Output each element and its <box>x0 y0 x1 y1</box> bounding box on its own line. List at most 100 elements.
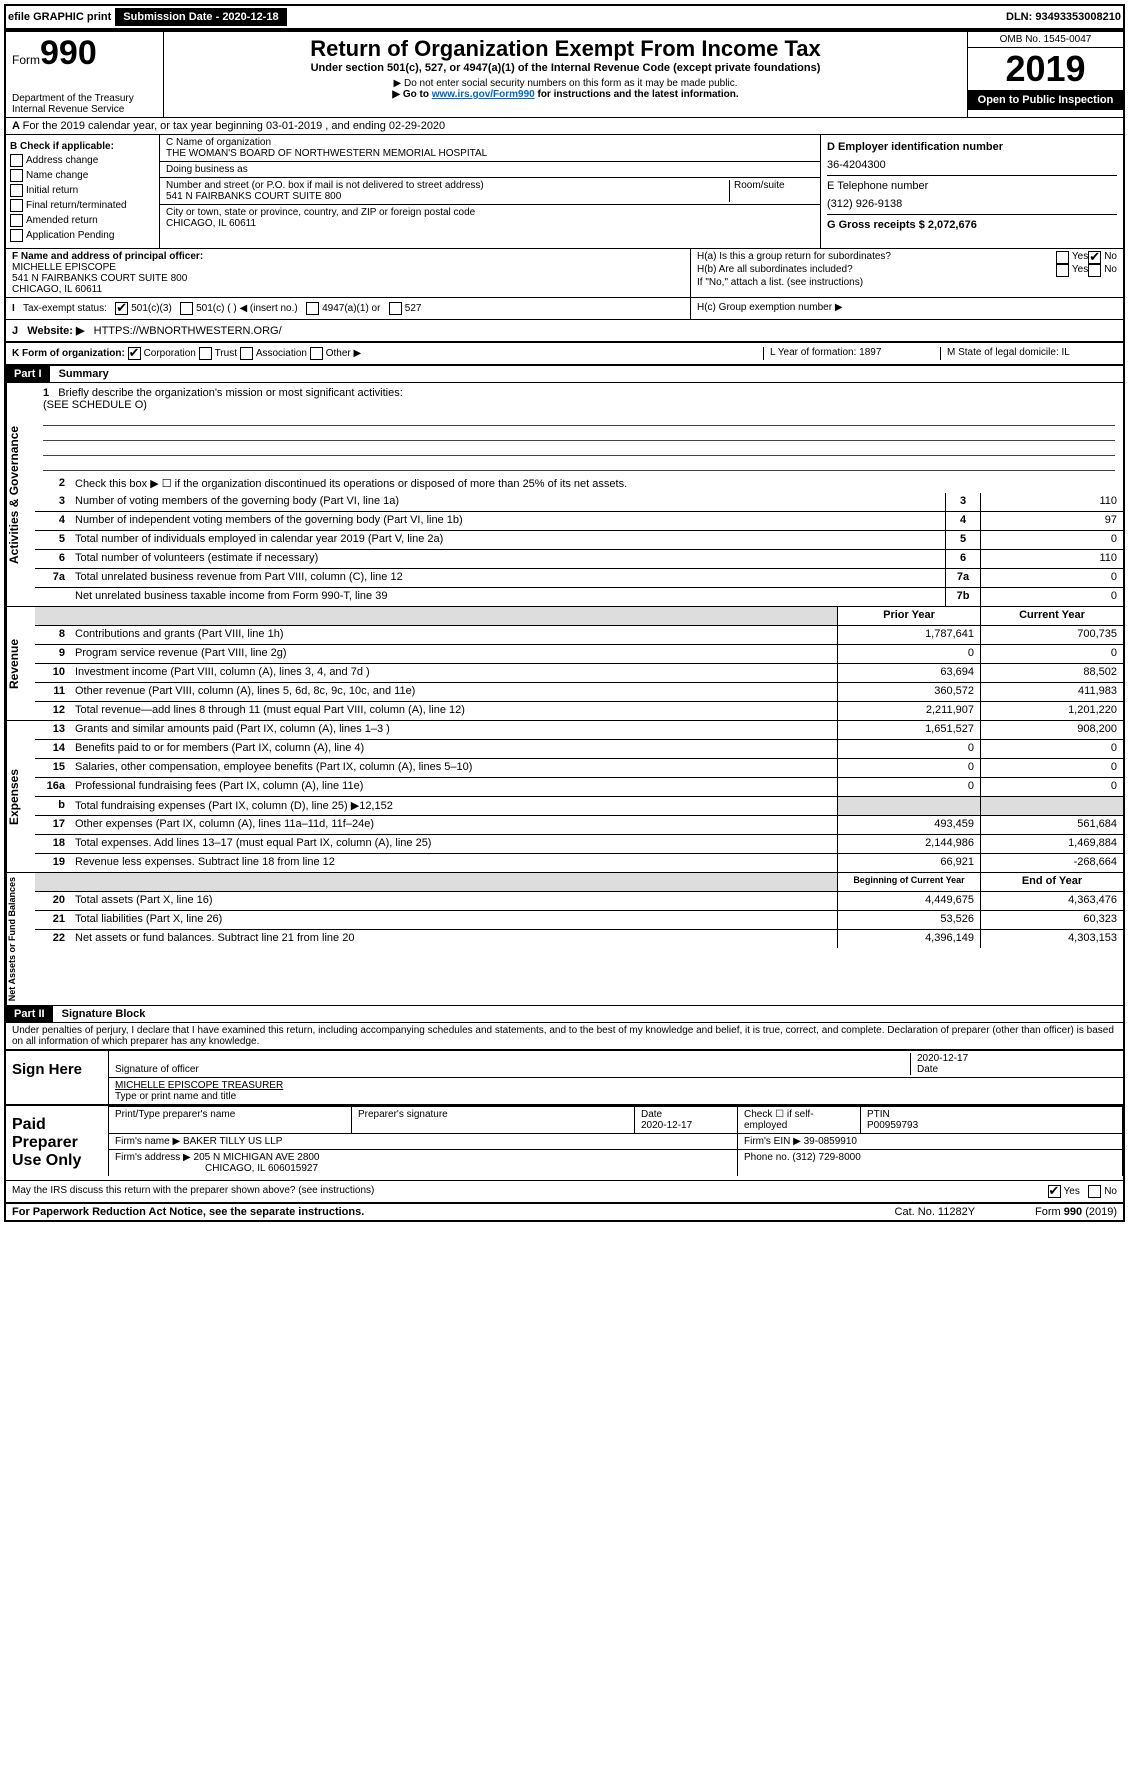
col-current: Current Year <box>980 607 1123 625</box>
form-container: Form990 Department of the Treasury Inter… <box>4 30 1125 1222</box>
sig-date: 2020-12-17 <box>917 1053 968 1064</box>
vlabel-gov: Activities & Governance <box>6 383 35 606</box>
line-21: Total liabilities (Part X, line 26) <box>71 911 837 929</box>
cb-other[interactable] <box>310 347 323 360</box>
cb-initial[interactable]: Initial return <box>10 184 155 197</box>
m-state: M State of legal domicile: IL <box>940 347 1117 360</box>
line-15: Salaries, other compensation, employee b… <box>71 759 837 777</box>
cb-address[interactable]: Address change <box>10 154 155 167</box>
sig-name: MICHELLE EPISCOPE TREASURER <box>115 1080 283 1091</box>
note-link: ▶ Go to www.irs.gov/Form990 for instruct… <box>168 89 963 100</box>
right-column: D Employer identification number 36-4204… <box>821 135 1123 248</box>
footer-cat: Cat. No. 11282Y <box>895 1206 976 1218</box>
cb-assoc[interactable] <box>240 347 253 360</box>
perjury-text: Under penalties of perjury, I declare th… <box>6 1023 1123 1049</box>
period-line: A For the 2019 calendar year, or tax yea… <box>6 118 1123 135</box>
footer: For Paperwork Reduction Act Notice, see … <box>6 1202 1123 1220</box>
cb-amended[interactable]: Amended return <box>10 214 155 227</box>
cb-corp[interactable] <box>128 347 141 360</box>
officer-h-row: F Name and address of principal officer:… <box>6 249 1123 298</box>
k-form-org: K Form of organization: Corporation Trus… <box>12 347 763 360</box>
part1-header: Part I Summary <box>6 365 1123 383</box>
dln: DLN: 93493353008210 <box>1006 11 1121 23</box>
line-2: Check this box ▶ ☐ if the organization d… <box>71 475 1123 493</box>
org-name-cell: C Name of organization THE WOMAN'S BOARD… <box>160 135 820 162</box>
line-8: Contributions and grants (Part VIII, lin… <box>71 626 837 644</box>
sign-here-label: Sign Here <box>6 1051 108 1104</box>
tel-cell: E Telephone number (312) 926-9138 <box>827 176 1117 215</box>
cb-501c[interactable] <box>180 302 193 315</box>
form-header: Form990 Department of the Treasury Inter… <box>6 32 1123 118</box>
summary-revenue: Revenue Prior YearCurrent Year 8Contribu… <box>6 606 1123 720</box>
col-end: End of Year <box>980 873 1123 891</box>
line-7a: Total unrelated business revenue from Pa… <box>71 569 945 587</box>
tax-year: 2019 <box>968 48 1123 90</box>
sig-officer-lbl: Signature of officer <box>115 1064 199 1075</box>
vlabel-rev: Revenue <box>6 607 35 720</box>
cb-501c3[interactable] <box>115 302 128 315</box>
line-19: Revenue less expenses. Subtract line 18 … <box>71 854 837 872</box>
cb-527[interactable] <box>389 302 402 315</box>
line-7b: Net unrelated business taxable income fr… <box>71 588 945 606</box>
footer-form: Form 990 (2019) <box>1035 1206 1117 1218</box>
vlabel-exp: Expenses <box>6 721 35 872</box>
submission-date: Submission Date - 2020-12-18 <box>115 8 286 26</box>
line-16a: Professional fundraising fees (Part IX, … <box>71 778 837 796</box>
line-22: Net assets or fund balances. Subtract li… <box>71 930 837 948</box>
section-abcdefg: B Check if applicable: Address change Na… <box>6 135 1123 249</box>
cb-4947[interactable] <box>306 302 319 315</box>
line-4: Number of independent voting members of … <box>71 512 945 530</box>
form-subtitle: Under section 501(c), 527, or 4947(a)(1)… <box>168 62 963 74</box>
line-13: Grants and similar amounts paid (Part IX… <box>71 721 837 739</box>
footer-left: For Paperwork Reduction Act Notice, see … <box>12 1206 364 1218</box>
paid-preparer-label: Paid Preparer Use Only <box>6 1106 108 1180</box>
irs-link[interactable]: www.irs.gov/Form990 <box>432 89 535 100</box>
omb-number: OMB No. 1545-0047 <box>968 32 1123 48</box>
line-14: Benefits paid to or for members (Part IX… <box>71 740 837 758</box>
cb-pending[interactable]: Application Pending <box>10 229 155 242</box>
part2-header: Part II Signature Block <box>6 1005 1123 1023</box>
sign-here-section: Sign Here Signature of officer 2020-12-1… <box>6 1049 1123 1104</box>
line-18: Total expenses. Add lines 13–17 (must eq… <box>71 835 837 853</box>
preparer-table: Print/Type preparer's name Preparer's si… <box>108 1106 1123 1176</box>
open-inspection: Open to Public Inspection <box>968 90 1123 110</box>
cb-trust[interactable] <box>199 347 212 360</box>
vlabel-net: Net Assets or Fund Balances <box>6 873 35 1005</box>
cb-final[interactable]: Final return/terminated <box>10 199 155 212</box>
cb-name[interactable]: Name change <box>10 169 155 182</box>
h-cell: H(a) Is this a group return for subordin… <box>691 249 1123 297</box>
website-row: J Website: ▶ HTTPS://WBNORTHWESTERN.ORG/ <box>6 320 1123 343</box>
dept-treasury: Department of the Treasury <box>12 93 157 104</box>
status-hc-row: I Tax-exempt status: 501(c)(3) 501(c) ( … <box>6 298 1123 320</box>
paid-preparer-section: Paid Preparer Use Only Print/Type prepar… <box>6 1104 1123 1180</box>
line-3: Number of voting members of the governin… <box>71 493 945 511</box>
top-bar: efile GRAPHIC print Submission Date - 20… <box>4 4 1125 30</box>
hc-cell: H(c) Group exemption number ▶ <box>691 298 1123 319</box>
line-17: Other expenses (Part IX, column (A), lin… <box>71 816 837 834</box>
col-begin: Beginning of Current Year <box>837 873 980 891</box>
efile-label[interactable]: efile GRAPHIC print <box>8 11 111 23</box>
line-10: Investment income (Part VIII, column (A)… <box>71 664 837 682</box>
line-16b: Total fundraising expenses (Part IX, col… <box>71 797 837 815</box>
officer-cell: F Name and address of principal officer:… <box>6 249 691 297</box>
dba-cell: Doing business as <box>160 162 820 178</box>
l-year: L Year of formation: 1897 <box>763 347 940 360</box>
form-number: Form990 <box>12 34 157 73</box>
line-6: Total number of volunteers (estimate if … <box>71 550 945 568</box>
cb-discuss-yes[interactable] <box>1048 1185 1061 1198</box>
tax-status: I Tax-exempt status: 501(c)(3) 501(c) ( … <box>6 298 691 319</box>
city-cell: City or town, state or province, country… <box>160 205 820 231</box>
note-ssn: ▶ Do not enter social security numbers o… <box>168 78 963 89</box>
name-column: C Name of organization THE WOMAN'S BOARD… <box>160 135 821 248</box>
check-header: B Check if applicable: <box>10 141 155 152</box>
line-5: Total number of individuals employed in … <box>71 531 945 549</box>
summary-netassets: Net Assets or Fund Balances Beginning of… <box>6 872 1123 1005</box>
line-11: Other revenue (Part VIII, column (A), li… <box>71 683 837 701</box>
discuss-row: May the IRS discuss this return with the… <box>6 1180 1123 1202</box>
form-org-row: K Form of organization: Corporation Trus… <box>6 343 1123 365</box>
cb-discuss-no[interactable] <box>1088 1185 1101 1198</box>
col-prior: Prior Year <box>837 607 980 625</box>
addr-cell: Number and street (or P.O. box if mail i… <box>160 178 820 205</box>
line-1: 1 Briefly describe the organization's mi… <box>35 383 1123 475</box>
check-column: B Check if applicable: Address change Na… <box>6 135 160 248</box>
